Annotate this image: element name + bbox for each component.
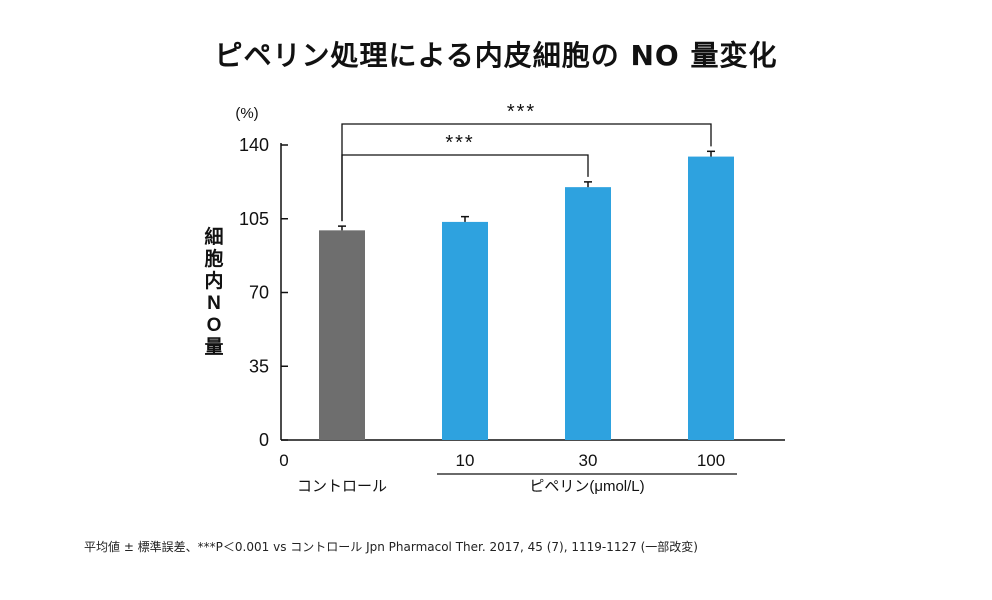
significance-bracket [341, 154, 589, 222]
category-label: 30 [579, 451, 598, 470]
category-label: 10 [456, 451, 475, 470]
y-tick-label: 0 [259, 430, 269, 450]
bar [319, 230, 365, 440]
y-tick-label: 35 [249, 356, 269, 376]
significance-bracket [341, 123, 712, 222]
y-tick-label: 70 [249, 283, 269, 303]
bar [688, 156, 734, 440]
bar [442, 221, 488, 440]
y-unit-label: (%) [235, 105, 258, 122]
y-axis-label: 細胞内 N O 量 [204, 225, 223, 358]
chart-title: ピペリン処理による内皮細胞の NO 量変化 [214, 39, 778, 72]
y-tick-label: 140 [239, 135, 269, 155]
x-zero-label: 0 [279, 451, 288, 470]
bar [565, 187, 611, 440]
significance-label: *** [507, 101, 536, 123]
significance-label: *** [445, 132, 474, 154]
y-tick-label: 105 [239, 209, 269, 229]
group-label: ピペリン(μmol/L) [529, 478, 644, 495]
category-label: コントロール [297, 478, 387, 495]
footnote: 平均値 ± 標準誤差、***P＜0.001 vs コントロール Jpn Phar… [84, 540, 698, 554]
category-label: 100 [697, 451, 725, 470]
